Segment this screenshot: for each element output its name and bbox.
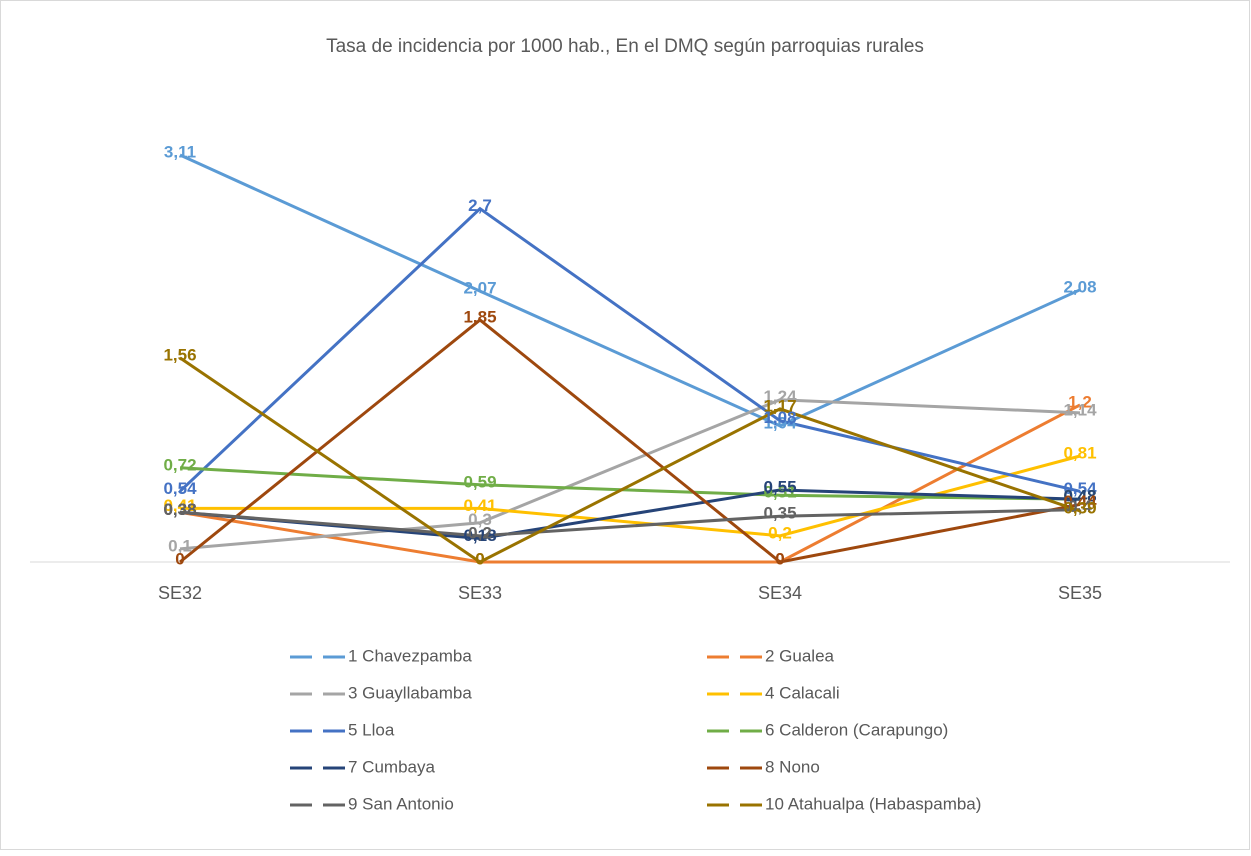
data-label: 0,51 [763,483,796,502]
data-label: 2,7 [468,196,492,215]
data-label: 3,11 [164,143,196,162]
x-tick-label: SE33 [458,583,502,603]
data-label: 2,07 [463,279,496,298]
data-label: 0,3 [468,510,492,529]
data-label: 1,04 [763,413,797,432]
data-label: 0,38 [163,500,196,519]
data-label: 0,48 [1063,487,1096,506]
data-label: 0,18 [463,526,496,545]
data-label: 1,56 [163,345,196,364]
data-label: 0,41 [163,496,196,515]
data-label: 0,1 [168,536,192,555]
x-tick-label: SE35 [1058,583,1102,603]
legend-label: 8 Nono [765,757,820,776]
series-line [179,317,1081,564]
data-label: 0,72 [163,455,196,474]
series-line [179,356,1081,564]
series-line [179,508,1081,538]
data-label: 0 [475,549,484,568]
data-label: 1,08 [763,408,796,427]
data-label: 0,54 [163,479,197,498]
legend-label: 1 Chavezpamba [348,646,472,665]
data-label: 0,38 [163,500,196,519]
data-label: 0,38 [163,500,196,519]
chart-title: Tasa de incidencia por 1000 hab., En el … [326,36,924,57]
legend-label: 2 Gualea [765,646,835,665]
legend-label: 10 Atahualpa (Habaspamba) [765,794,981,813]
data-label: 0,44 [1063,492,1097,511]
data-label: 0,2 [468,523,492,542]
data-label: 0 [475,549,484,568]
data-label: 2,08 [1063,277,1096,296]
legend-label: 6 Calderon (Carapungo) [765,720,948,739]
data-label: 0,55 [763,478,796,497]
x-tick-label: SE32 [158,583,202,603]
legend-label: 5 Lloa [348,720,395,739]
data-label: 0 [775,549,784,568]
data-label: 1,14 [1063,400,1097,419]
legend-label: 7 Cumbaya [348,757,435,776]
series-line [179,153,1081,428]
legend-label: 9 San Antonio [348,794,454,813]
data-label: 0,35 [763,504,796,523]
data-label: 0,2 [768,523,792,542]
legend-label: 4 Calacali [765,683,840,702]
data-label: 0,39 [1063,498,1096,517]
data-label: 0,59 [463,472,496,491]
data-label: 1,17 [763,396,796,415]
series-line [178,206,1081,493]
data-label: 0,81 [1063,443,1096,462]
data-label: 0,4 [1068,497,1092,516]
data-label: 0,48 [1063,487,1096,506]
data-label: 1,2 [1068,392,1092,411]
series-line [179,398,1081,551]
data-label: 0,54 [1063,479,1097,498]
data-label: 0,41 [463,496,496,515]
x-tick-label: SE34 [758,583,802,603]
legend-label: 3 Guayllabamba [348,683,472,702]
series-line [179,466,1081,501]
data-label: 1,85 [463,307,496,326]
data-label: 1,24 [763,387,797,406]
data-label: 0 [175,549,184,568]
data-label: 0 [775,549,784,568]
